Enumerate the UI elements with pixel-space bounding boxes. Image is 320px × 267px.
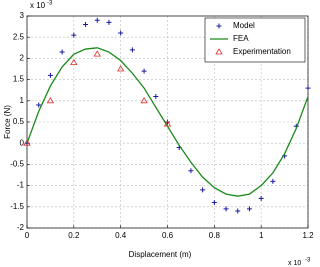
plus-marker [188,168,194,174]
triangle-marker [215,48,223,55]
x-scale-exponent: -3 [305,258,311,264]
x-scale-base: x 10 [288,260,301,267]
y-tick-label: 2 [20,54,25,63]
plus-marker [258,195,264,201]
plus-marker [200,187,206,193]
y-tick-label: -0.5 [10,160,24,169]
plus-marker [223,206,229,212]
plus-marker [246,206,252,212]
plus-marker [211,200,217,206]
x-tick-label: 0.6 [162,231,174,240]
plus-marker [153,94,159,100]
y-tick-label: 2.5 [13,32,25,41]
plus-marker [59,49,65,55]
plus-marker [71,32,77,38]
legend-label: FEA [233,34,249,43]
plus-marker [47,72,53,78]
triangle-marker [116,65,125,72]
legend-box [204,17,306,63]
plus-marker [83,21,89,27]
y-tick-label: 0.5 [13,117,25,126]
y-tick-label: -1.5 [10,202,24,211]
legend-label: Experimentation [233,47,291,56]
x-tick-label: 1.2 [302,231,314,240]
plus-marker [36,102,42,108]
legend-label: Model [233,21,255,30]
y-scale-exponent: -3 [47,1,53,7]
triangle-marker [46,97,55,104]
x-tick-label: 0.8 [209,231,221,240]
y-scale-base: x 10 [30,1,46,10]
triangle-marker [23,139,31,146]
plus-marker [106,19,112,25]
x-tick-label: 0 [25,231,30,240]
plus-marker [235,208,241,214]
x-axis-label: Displacement (m) [129,250,192,259]
y-tick-label: 1 [20,96,25,105]
triangle-marker [93,50,101,57]
x-tick-label: 1 [259,231,264,240]
y-tick-label: 3 [20,11,25,20]
plus-marker [216,23,222,29]
plus-marker [165,119,170,125]
x-tick-label: 0.2 [68,231,80,240]
x-tick-label: 0.4 [115,231,127,240]
plot-frame [26,15,309,229]
y-axis-label: Force (N) [3,105,12,139]
y-tick-label: -1 [17,181,25,190]
triangle-marker [140,97,148,104]
plus-marker [270,178,276,184]
triangle-marker [163,120,172,127]
plus-marker [94,17,100,23]
y-tick-label: 1.5 [13,75,25,84]
plus-marker [118,30,124,36]
y-tick-label: 0 [20,138,25,147]
plus-marker [305,85,311,91]
plus-marker [141,68,147,74]
triangle-marker [70,58,78,66]
plus-marker [129,47,135,53]
y-tick-label: -2 [17,223,25,232]
